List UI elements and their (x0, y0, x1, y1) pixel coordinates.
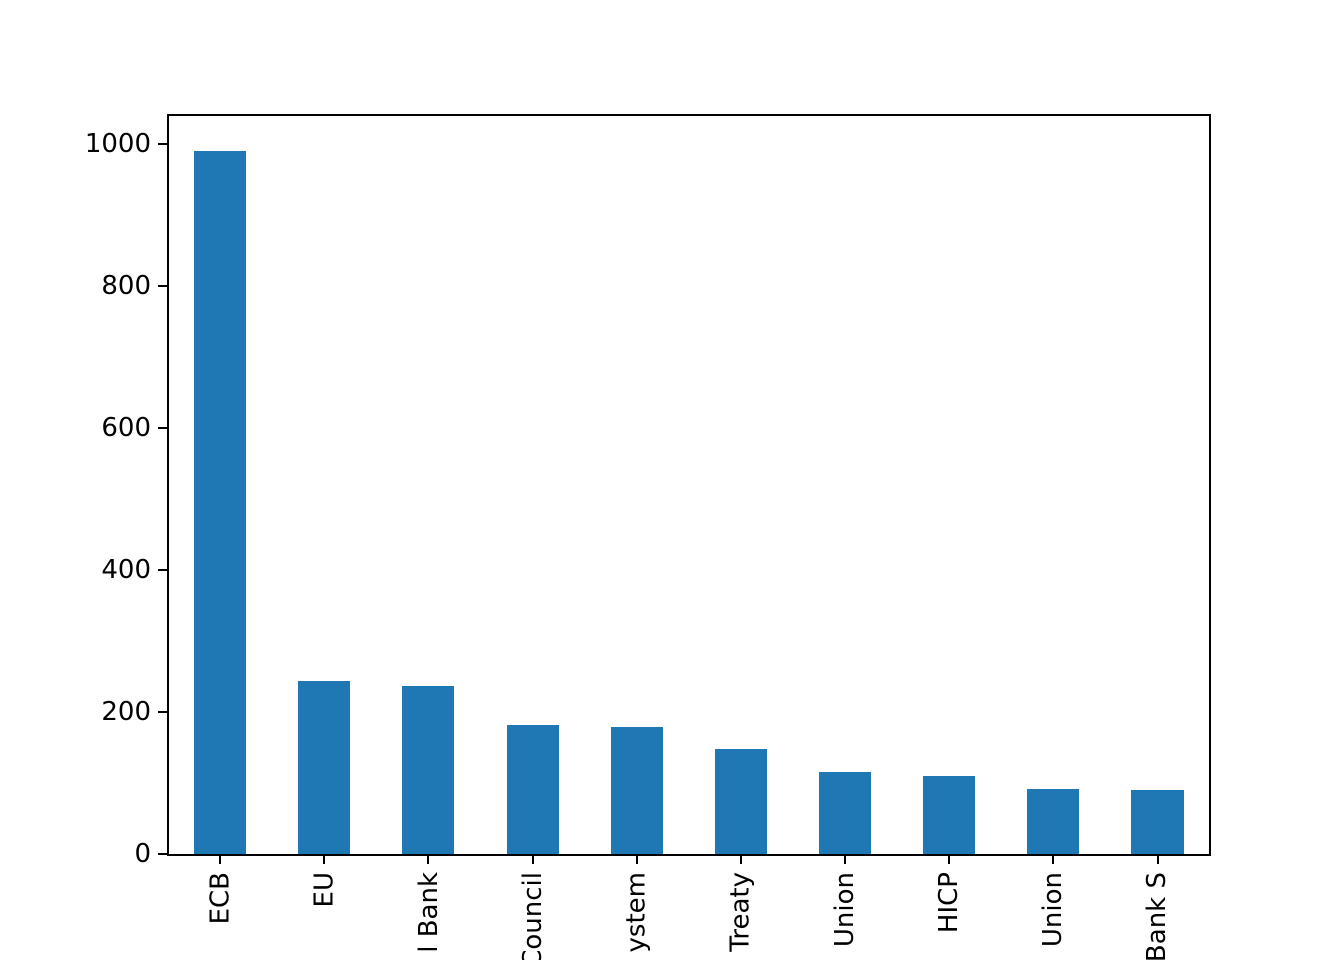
y-tick-label: 200 (101, 697, 151, 728)
x-tick-mark (948, 855, 951, 865)
y-tick-mark (158, 569, 167, 572)
x-tick-label: ystem (621, 872, 652, 953)
bar (923, 775, 976, 855)
y-tick-mark (158, 711, 167, 714)
x-tick-label: l Bank (413, 872, 444, 953)
y-tick-mark (158, 853, 167, 856)
x-tick-mark (531, 855, 534, 865)
x-tick-label: Bank S (1142, 872, 1173, 960)
x-tick-mark (323, 855, 326, 865)
bar (194, 150, 247, 855)
y-tick-label: 600 (101, 412, 151, 443)
bar (714, 749, 767, 855)
x-tick-mark (635, 855, 638, 865)
x-tick-label: HICP (934, 872, 965, 934)
x-tick-mark (427, 855, 430, 865)
y-tick-label: 0 (134, 839, 151, 870)
bar (1027, 789, 1080, 855)
bar (610, 727, 663, 855)
y-tick-mark (158, 284, 167, 287)
y-tick-mark (158, 142, 167, 145)
bar (1131, 790, 1184, 855)
y-tick-label: 400 (101, 555, 151, 586)
x-tick-mark (1052, 855, 1055, 865)
bar (402, 685, 455, 855)
x-tick-label: EU (309, 872, 340, 908)
bar (506, 725, 559, 855)
x-tick-mark (1156, 855, 1159, 865)
x-tick-mark (739, 855, 742, 865)
x-tick-label: ECB (205, 872, 236, 925)
x-tick-mark (219, 855, 222, 865)
x-tick-label: Union (830, 872, 861, 948)
x-tick-label: Council (517, 872, 548, 960)
y-tick-mark (158, 426, 167, 429)
y-tick-label: 800 (101, 270, 151, 301)
x-tick-label: Treaty (725, 872, 756, 952)
bar (298, 680, 351, 855)
x-tick-mark (844, 855, 847, 865)
bar (819, 771, 872, 855)
y-tick-label: 1000 (84, 128, 151, 159)
x-tick-label: Union (1038, 872, 1069, 948)
